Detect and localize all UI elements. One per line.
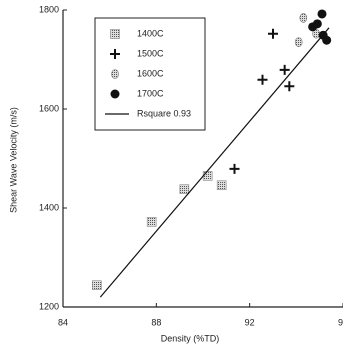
fit-line <box>99 27 330 298</box>
legend-label: Rsquare 0.93 <box>137 108 191 118</box>
point <box>322 35 332 45</box>
legend-label: 1600C <box>137 68 164 78</box>
point <box>92 280 102 291</box>
point <box>294 37 303 47</box>
point <box>284 81 295 92</box>
legend-marker <box>111 69 119 79</box>
legend-marker <box>110 49 120 59</box>
point <box>229 163 240 174</box>
point <box>216 180 227 191</box>
legend-label: 1400C <box>137 28 164 38</box>
point <box>146 217 157 227</box>
y-tick-label: 1400 <box>39 202 59 212</box>
x-axis-label: Density (%TD) <box>161 333 220 343</box>
point <box>268 28 278 39</box>
legend-marker <box>110 29 120 39</box>
legend-label: 1500C <box>137 48 164 58</box>
y-tick-label: 1600 <box>39 103 59 113</box>
point <box>279 64 290 75</box>
point <box>202 171 213 181</box>
y-tick-label: 1200 <box>39 301 59 311</box>
point <box>257 74 268 85</box>
point <box>299 13 308 23</box>
x-tick-label: 92 <box>245 317 255 327</box>
y-axis-label: Shear Wave Velocity (m/s) <box>8 107 18 213</box>
y-tick-label: 1800 <box>39 4 59 14</box>
x-tick-label: 88 <box>151 317 161 327</box>
point <box>179 184 190 194</box>
legend-marker <box>110 89 120 99</box>
legend-label: 1700C <box>137 88 164 98</box>
x-tick-label: 96 <box>338 317 343 327</box>
point <box>312 19 322 29</box>
x-tick-label: 84 <box>58 317 68 327</box>
point <box>317 9 327 19</box>
